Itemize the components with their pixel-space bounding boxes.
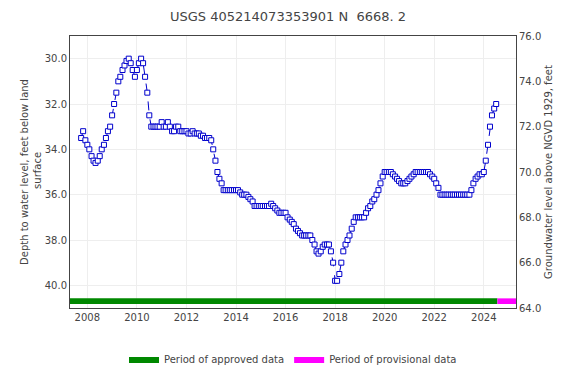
svg-text:Period of approved data: Period of approved data [164, 354, 284, 365]
svg-text:Period of provisional data: Period of provisional data [329, 354, 456, 365]
svg-text:72.0: 72.0 [519, 121, 541, 132]
svg-text:2024: 2024 [471, 312, 496, 323]
svg-text:Depth to water level, feet bel: Depth to water level, feet below land su… [19, 79, 43, 265]
svg-text:66.0: 66.0 [519, 257, 541, 268]
svg-text:74.0: 74.0 [519, 76, 541, 87]
svg-text:36.0: 36.0 [45, 189, 67, 200]
svg-text:64.0: 64.0 [519, 303, 541, 314]
svg-text:34.0: 34.0 [45, 144, 67, 155]
svg-text:2022: 2022 [422, 312, 447, 323]
svg-text:2008: 2008 [75, 312, 100, 323]
svg-text:40.0: 40.0 [45, 280, 67, 291]
svg-text:2012: 2012 [174, 312, 199, 323]
svg-text:70.0: 70.0 [519, 167, 541, 178]
svg-text:2018: 2018 [322, 312, 347, 323]
svg-text:30.0: 30.0 [45, 53, 67, 64]
svg-text:2014: 2014 [223, 312, 248, 323]
svg-text:Groundwater level above NGVD 1: Groundwater level above NGVD 1929, feet [543, 65, 554, 279]
svg-text:2016: 2016 [273, 312, 298, 323]
svg-text:2010: 2010 [124, 312, 149, 323]
svg-text:76.0: 76.0 [519, 31, 541, 42]
svg-text:38.0: 38.0 [45, 235, 67, 246]
svg-text:USGS 405214073353901 N 6668.: USGS 405214073353901 N 6668. 2 [170, 9, 406, 24]
svg-text:2020: 2020 [372, 312, 397, 323]
svg-text:68.0: 68.0 [519, 212, 541, 223]
svg-text:32.0: 32.0 [45, 99, 67, 110]
